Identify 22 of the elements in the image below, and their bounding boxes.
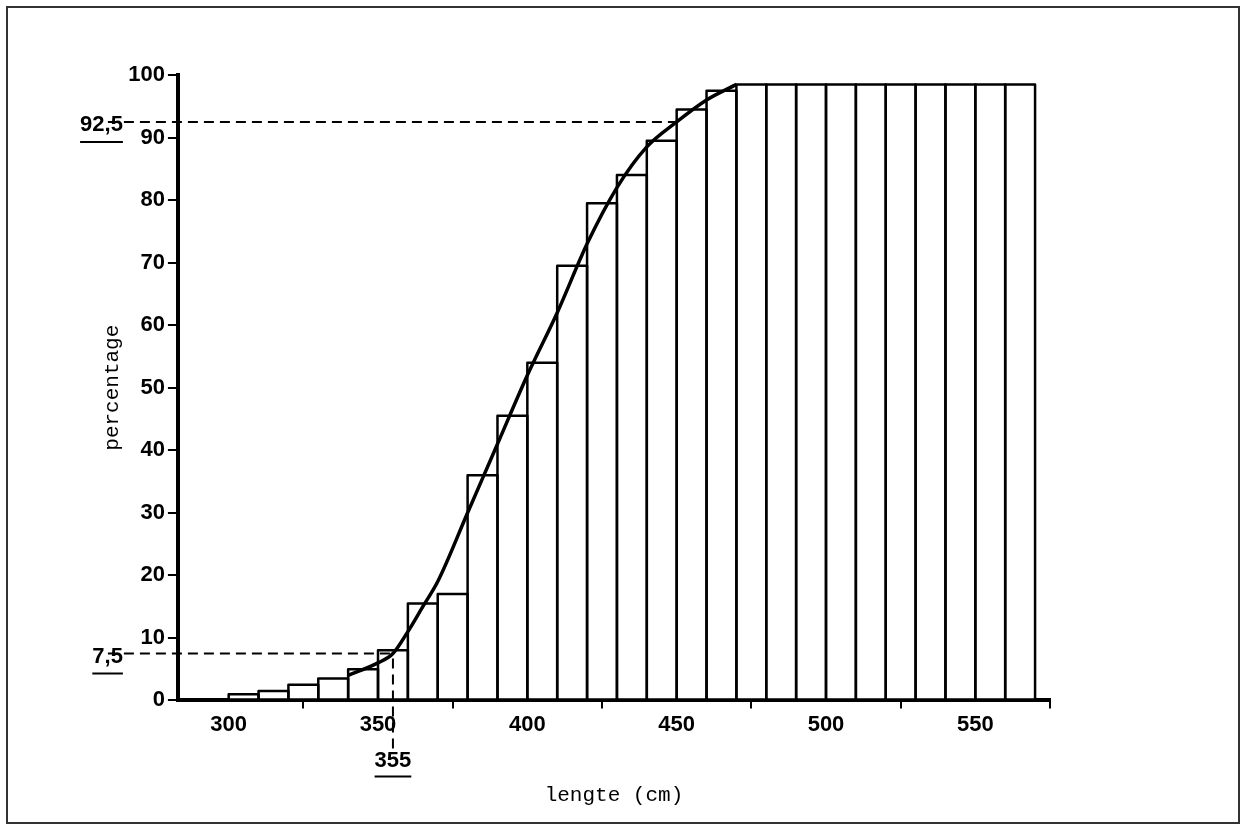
y-tick-label: 30 <box>140 498 165 524</box>
y-tick-label: 80 <box>140 186 165 212</box>
x-tick-label: 300 <box>210 710 248 736</box>
y-tick-label: 70 <box>140 248 165 274</box>
ref-line-label: 355 <box>374 747 412 773</box>
x-tick-label: 400 <box>508 710 546 736</box>
x-axis-title: lengte (cm) <box>544 783 684 807</box>
y-tick-label: 50 <box>140 373 165 399</box>
ref-line-label: 92,5 <box>80 110 123 136</box>
x-tick-label: 350 <box>359 710 397 736</box>
y-tick-label: 100 <box>128 61 165 87</box>
y-tick-label: 40 <box>140 436 165 462</box>
y-tick-label: 20 <box>140 561 165 587</box>
ref-line-label: 7,5 <box>92 642 123 668</box>
x-tick-label: 500 <box>807 710 845 736</box>
y-tick-label: 90 <box>140 123 165 149</box>
y-tick-label: 10 <box>140 623 165 649</box>
x-tick-label: 550 <box>956 710 994 736</box>
x-tick-label: 450 <box>658 710 696 736</box>
y-tick-label: 0 <box>152 686 165 712</box>
y-tick-label: 60 <box>140 311 165 337</box>
y-axis-title: percentage <box>101 324 125 451</box>
